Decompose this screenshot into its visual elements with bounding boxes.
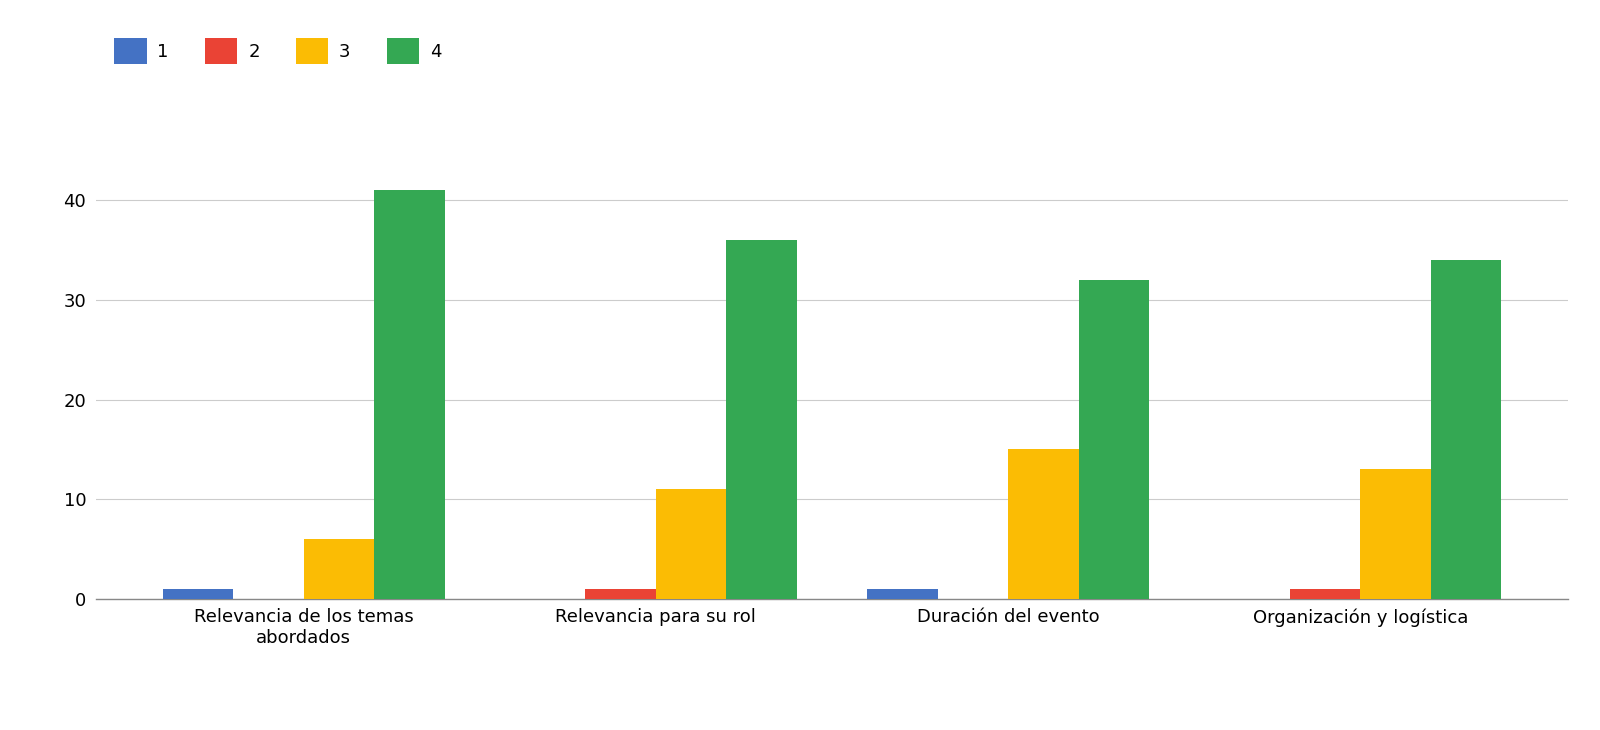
Legend: 1, 2, 3, 4: 1, 2, 3, 4 bbox=[106, 29, 451, 73]
Bar bbox=[656, 489, 726, 599]
Bar bbox=[304, 539, 374, 599]
Bar bbox=[1008, 449, 1078, 599]
Bar bbox=[374, 191, 445, 599]
Bar bbox=[586, 588, 656, 599]
Bar bbox=[1290, 588, 1360, 599]
Bar bbox=[1078, 280, 1149, 599]
Bar bbox=[163, 588, 234, 599]
Bar bbox=[1430, 260, 1501, 599]
Bar bbox=[867, 588, 938, 599]
Bar bbox=[1360, 469, 1430, 599]
Bar bbox=[726, 240, 797, 599]
